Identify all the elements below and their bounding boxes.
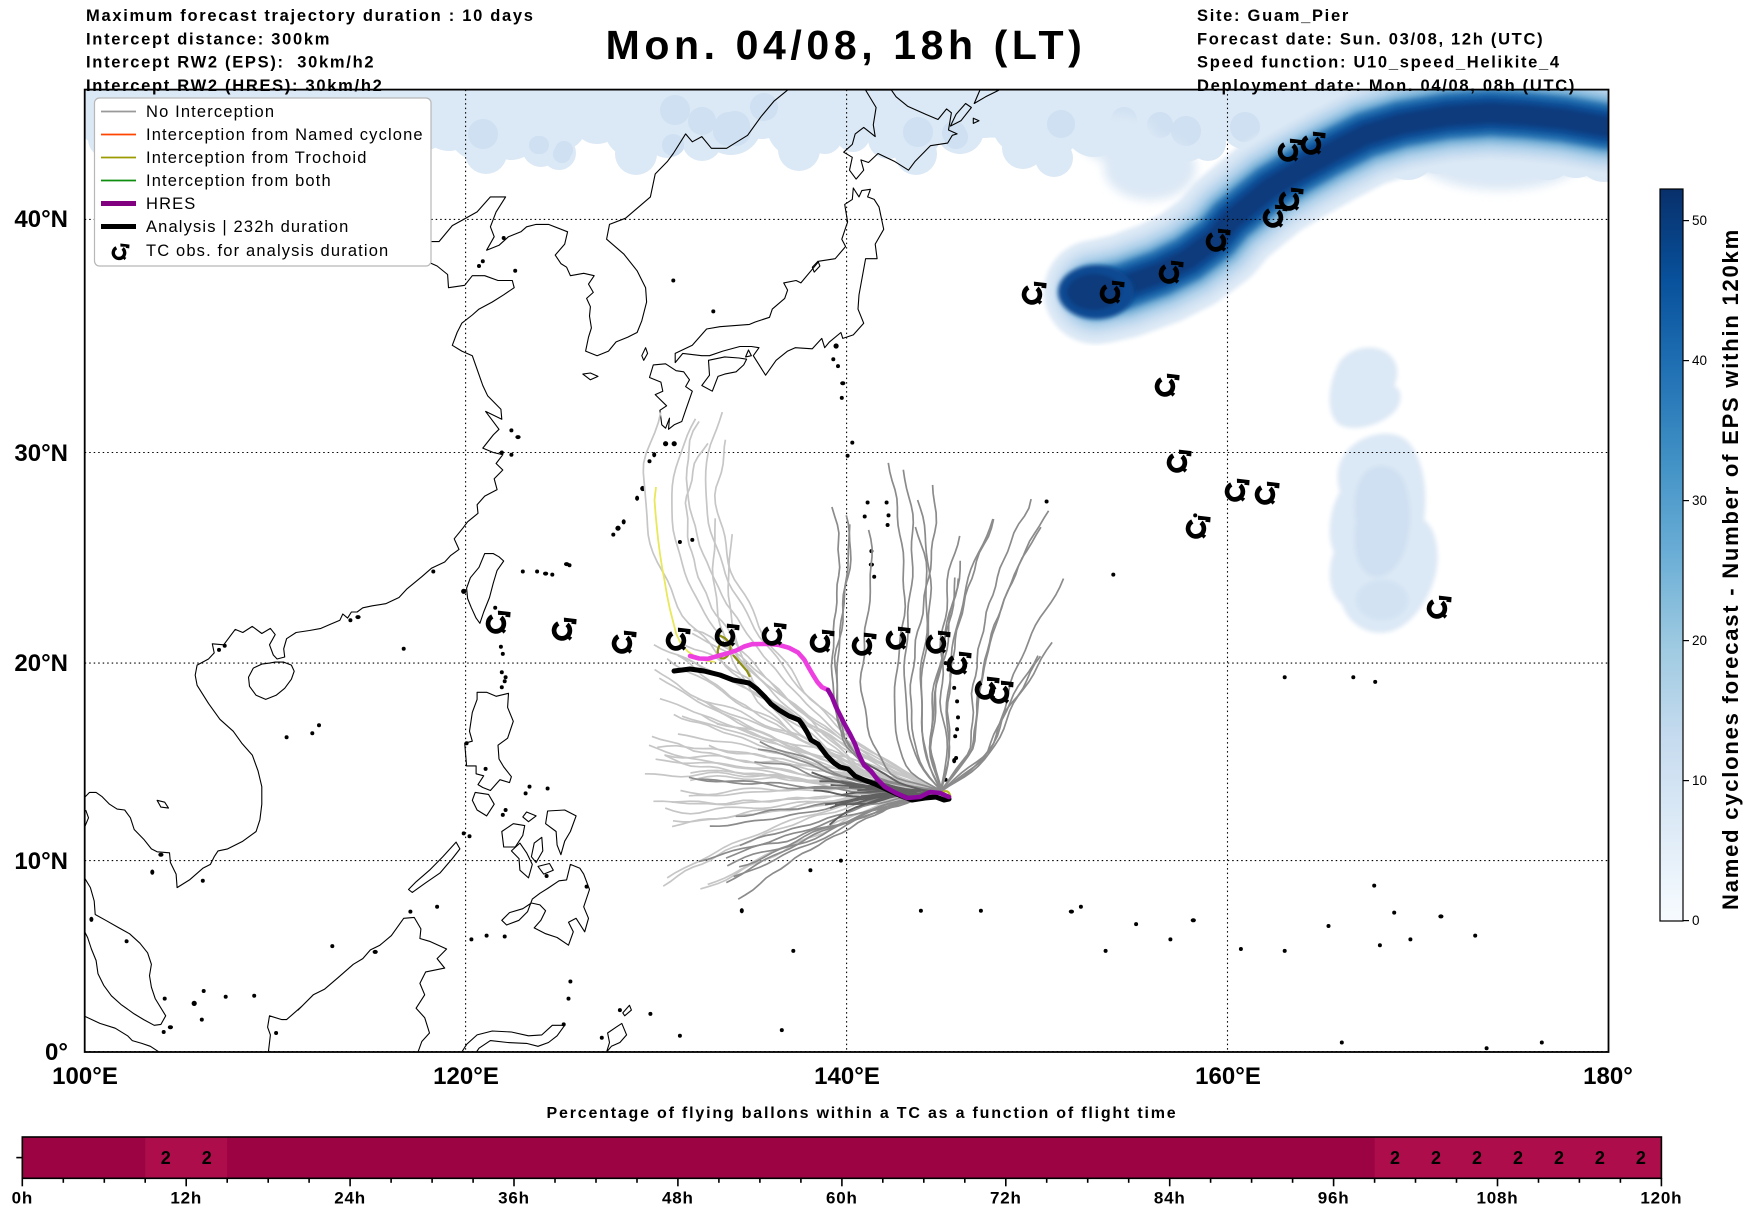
svg-text:No Interception: No Interception — [146, 103, 275, 121]
svg-text:2: 2 — [1390, 1148, 1400, 1168]
svg-text:30°N: 30°N — [14, 440, 68, 467]
svg-text:Named cyclones forecast - Numb: Named cyclones forecast - Number of EPS … — [1718, 228, 1743, 910]
svg-text:Intercept RW2 (HRES): 30km/h2: Intercept RW2 (HRES): 30km/h2 — [86, 77, 383, 95]
svg-text:50: 50 — [1692, 213, 1707, 228]
svg-text:120h: 120h — [1640, 1189, 1682, 1208]
svg-text:24h: 24h — [334, 1189, 366, 1208]
svg-text:HRES: HRES — [146, 195, 196, 213]
svg-text:40: 40 — [1692, 353, 1707, 368]
svg-text:180°: 180° — [1583, 1063, 1633, 1090]
svg-text:Speed function: U10_speed_Heli: Speed function: U10_speed_Helikite_4 — [1197, 54, 1561, 72]
svg-text:Mon. 04/08, 18h (LT): Mon. 04/08, 18h (LT) — [606, 22, 1087, 68]
svg-text:20: 20 — [1692, 633, 1707, 648]
svg-text:Percentage of flying ballons w: Percentage of flying ballons within a TC… — [547, 1105, 1178, 1122]
svg-text:2: 2 — [202, 1148, 212, 1168]
svg-text:10: 10 — [1692, 773, 1707, 788]
svg-text:Intercept RW2 (EPS): 30km/h2: Intercept RW2 (EPS): 30km/h2 — [86, 54, 375, 72]
svg-text:0h: 0h — [12, 1189, 33, 1208]
svg-text:2: 2 — [1513, 1148, 1523, 1168]
svg-text:Interception from Named cyclon: Interception from Named cyclone — [146, 126, 424, 144]
svg-text:48h: 48h — [662, 1189, 694, 1208]
svg-text:Intercept distance: 300km: Intercept distance: 300km — [86, 30, 331, 48]
svg-text:108h: 108h — [1477, 1189, 1519, 1208]
svg-text:72h: 72h — [990, 1189, 1022, 1208]
svg-text:140°E: 140°E — [814, 1063, 880, 1090]
svg-text:Analysis | 232h duration: Analysis | 232h duration — [146, 218, 349, 236]
svg-text:60h: 60h — [826, 1189, 858, 1208]
svg-text:Interception from Trochoid: Interception from Trochoid — [146, 149, 368, 167]
svg-text:12h: 12h — [170, 1189, 202, 1208]
svg-text:36h: 36h — [498, 1189, 530, 1208]
svg-text:40°N: 40°N — [14, 206, 68, 233]
svg-text:120°E: 120°E — [433, 1063, 499, 1090]
svg-text:2: 2 — [1636, 1148, 1646, 1168]
svg-text:Maximum forecast trajectory du: Maximum forecast trajectory duration : 1… — [86, 7, 535, 25]
svg-text:Site: Guam_Pier: Site: Guam_Pier — [1197, 7, 1350, 25]
svg-text:84h: 84h — [1154, 1189, 1186, 1208]
svg-text:160°E: 160°E — [1195, 1063, 1261, 1090]
svg-text:100°E: 100°E — [52, 1063, 118, 1090]
svg-text:2: 2 — [1472, 1148, 1482, 1168]
svg-text:Forecast date: Sun. 03/08, 12h: Forecast date: Sun. 03/08, 12h (UTC) — [1197, 30, 1544, 48]
svg-text:2: 2 — [1595, 1148, 1605, 1168]
svg-text:TC obs. for analysis duration: TC obs. for analysis duration — [146, 242, 389, 260]
svg-text:2: 2 — [161, 1148, 171, 1168]
svg-text:20°N: 20°N — [14, 650, 68, 677]
svg-text:2: 2 — [1431, 1148, 1441, 1168]
svg-text:0°: 0° — [45, 1039, 68, 1066]
svg-text:96h: 96h — [1318, 1189, 1350, 1208]
svg-text:30: 30 — [1692, 493, 1707, 508]
svg-text:Deployment date: Mon. 04/08, 0: Deployment date: Mon. 04/08, 08h (UTC) — [1197, 77, 1576, 95]
svg-text:2: 2 — [1554, 1148, 1564, 1168]
svg-text:Interception from both: Interception from both — [146, 172, 332, 190]
svg-text:0: 0 — [1692, 913, 1700, 928]
svg-text:10°N: 10°N — [14, 848, 68, 875]
